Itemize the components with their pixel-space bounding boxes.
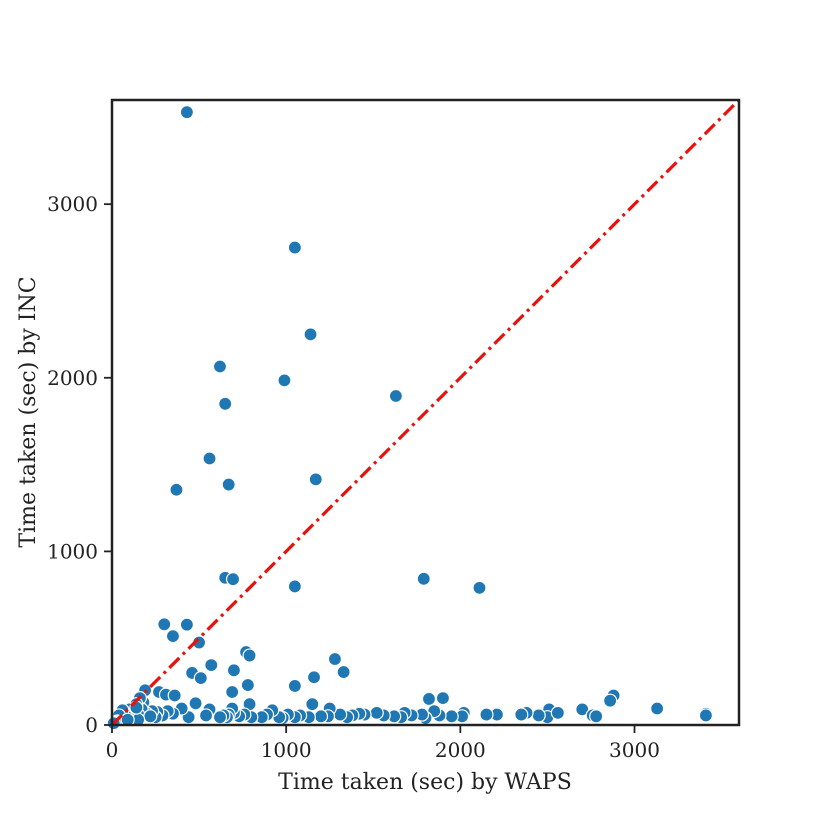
scatter-point-95 bbox=[198, 708, 214, 723]
plot-frame bbox=[110, 98, 741, 727]
scatter-point-38 bbox=[435, 690, 451, 706]
x-axis-label: Time taken (sec) by WAPS bbox=[278, 770, 572, 795]
scatter-point-124 bbox=[143, 709, 158, 724]
scatter-point-96 bbox=[188, 696, 203, 711]
scatter-point-31 bbox=[240, 677, 255, 693]
scatter-point-52 bbox=[479, 707, 494, 722]
scatter-point-50 bbox=[514, 707, 529, 722]
scatter-point-127 bbox=[120, 712, 135, 727]
scatter-point-36 bbox=[603, 693, 618, 708]
scatter-point-30 bbox=[225, 684, 240, 700]
scatter-point-65 bbox=[369, 705, 384, 720]
scatter-point-4 bbox=[277, 373, 292, 388]
x-tick-label-1: 1000 bbox=[261, 738, 312, 762]
scatter-point-55 bbox=[444, 709, 459, 724]
scatter-point-39 bbox=[650, 701, 665, 716]
axes-layer: 0 1000 2000 3000 0 1000 2000 3000 bbox=[47, 192, 660, 762]
scatter-point-6 bbox=[388, 388, 403, 404]
scatter-point-93 bbox=[212, 710, 228, 725]
x-tick-label-3: 3000 bbox=[609, 738, 660, 762]
scatter-point-48 bbox=[531, 708, 546, 723]
scatter-point-26 bbox=[327, 651, 343, 667]
scatter-point-9 bbox=[221, 477, 236, 492]
y-tick-label-2: 2000 bbox=[47, 366, 98, 390]
points-layer bbox=[106, 105, 714, 731]
scatter-point-14 bbox=[416, 571, 431, 586]
scatter-point-21 bbox=[242, 648, 257, 663]
scatter-point-12 bbox=[225, 572, 241, 587]
y-tick-label-3: 3000 bbox=[47, 192, 98, 216]
scatter-point-10 bbox=[169, 482, 184, 497]
x-tick-label-2: 2000 bbox=[435, 738, 486, 762]
scatter-point-41 bbox=[698, 708, 714, 723]
scatter-point-17 bbox=[179, 617, 194, 632]
scatter-point-18 bbox=[165, 629, 181, 644]
scatter-point-27 bbox=[336, 664, 351, 680]
reference-line-layer bbox=[110, 98, 741, 727]
scatter-point-44 bbox=[589, 709, 604, 724]
scatter-point-5 bbox=[218, 396, 233, 411]
y-tick-label-1: 1000 bbox=[47, 539, 98, 563]
scatter-point-34 bbox=[167, 688, 182, 703]
scatter-point-0 bbox=[179, 105, 194, 120]
scatter-point-28 bbox=[306, 670, 322, 685]
scatter-point-3 bbox=[212, 359, 228, 374]
y-axis-label: Time taken (sec) by INC bbox=[16, 276, 41, 547]
diagonal-reference-line bbox=[110, 98, 741, 727]
scatter-point-23 bbox=[226, 663, 242, 678]
scatter-point-8 bbox=[308, 472, 323, 487]
scatter-point-25 bbox=[193, 671, 208, 686]
scatter-point-15 bbox=[472, 580, 487, 595]
scatter-point-22 bbox=[204, 658, 219, 673]
x-tick-label-0: 0 bbox=[106, 738, 119, 762]
scatter-point-42 bbox=[575, 702, 590, 717]
scatter-point-73 bbox=[313, 709, 329, 724]
scatter-point-1 bbox=[287, 240, 302, 255]
scatter-point-47 bbox=[550, 705, 565, 720]
y-tick-label-0: 0 bbox=[85, 713, 98, 737]
scatter-point-29 bbox=[287, 678, 302, 694]
scatter-point-16 bbox=[157, 617, 172, 632]
scatter-point-37 bbox=[421, 691, 437, 707]
scatter-point-7 bbox=[202, 451, 217, 466]
scatter-point-2 bbox=[303, 327, 318, 342]
scatter-point-13 bbox=[287, 579, 302, 594]
scatter-point-74 bbox=[305, 697, 320, 712]
